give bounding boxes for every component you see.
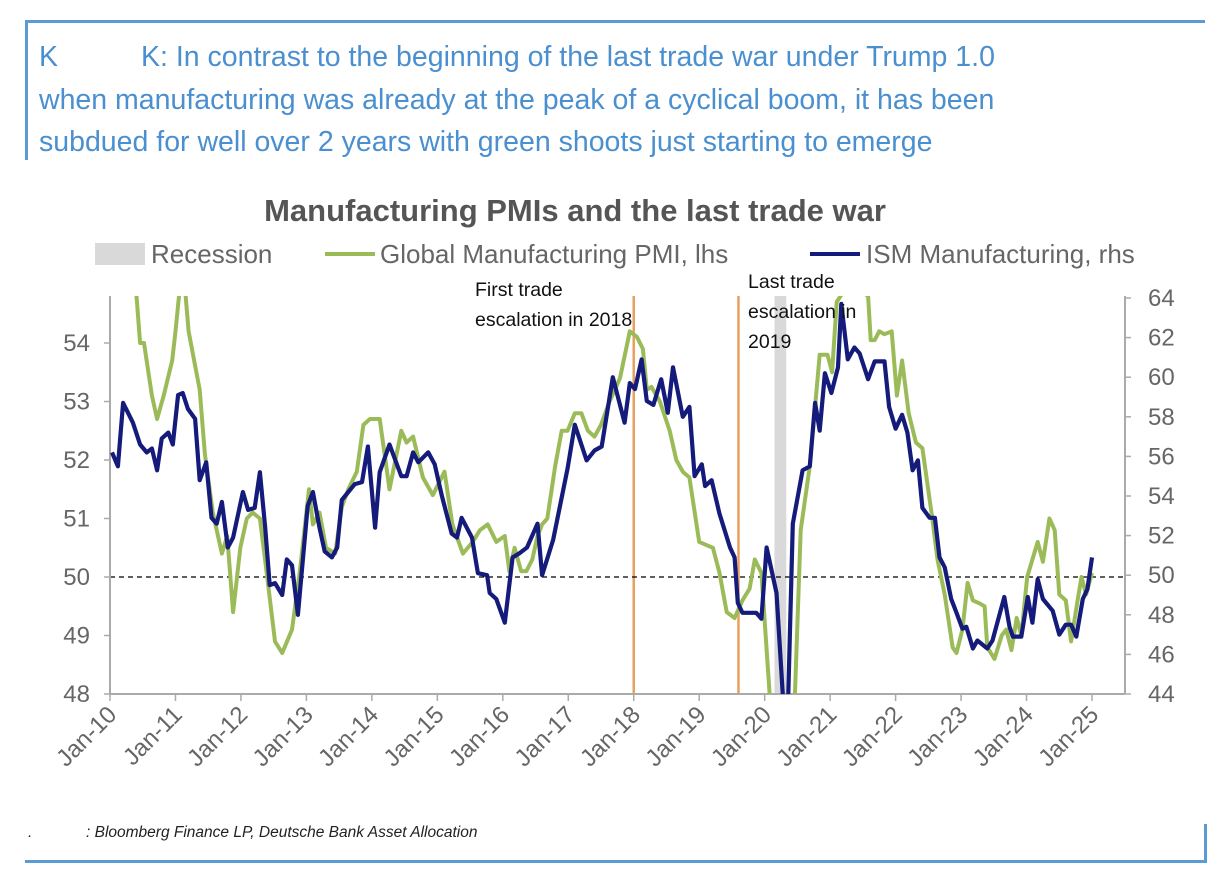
source-text: : Bloomberg Finance LP, Deutsche Bank As…: [86, 824, 478, 841]
right-tick-label: 46: [1148, 641, 1175, 668]
right-tick-label: 50: [1148, 562, 1175, 589]
headline: K K: In contrast to the beginning of the …: [39, 36, 1199, 164]
x-tick-label: Jan-18: [575, 701, 646, 772]
x-tick-label: Jan-16: [444, 701, 515, 772]
left-tick-label: 52: [63, 447, 90, 474]
series-global-pmi-line: [134, 296, 1094, 694]
right-tick-label: 64: [1148, 285, 1175, 312]
legend-recession-swatch: [95, 243, 145, 265]
escalation-annotation-1: escalation in 2018: [475, 309, 632, 331]
x-tick-label: Jan-15: [379, 701, 450, 772]
headline-line-2: when manufacturing was already at the pe…: [39, 83, 995, 116]
headline-line-3: subdued for well over 2 years with green…: [39, 126, 933, 158]
escalation-annotation-2: Last trade: [748, 271, 835, 293]
right-tick-label: 52: [1148, 523, 1175, 550]
series-ism-line: [110, 301, 1095, 694]
headline-line-1: K K: In contrast to the beginning of the …: [39, 36, 1199, 79]
x-tick-label: Jan-23: [902, 701, 973, 772]
escalation-annotation-2: 2019: [748, 331, 791, 353]
left-tick-label: 50: [63, 564, 90, 591]
frame-right-border: [1204, 824, 1207, 863]
x-tick-label: Jan-20: [706, 701, 777, 772]
escalation-annotation-1: First trade: [475, 279, 563, 301]
right-tick-label: 44: [1148, 681, 1175, 708]
left-tick-label: 54: [63, 330, 90, 357]
right-tick-label: 54: [1148, 483, 1175, 510]
x-tick-label: Jan-10: [51, 701, 122, 772]
source-note: . : Bloomberg Finance LP, Deutsche Bank A…: [28, 824, 477, 842]
recession-band: [774, 296, 787, 694]
legend: Recession Global Manufacturing PMI, lhs …: [95, 239, 1135, 269]
left-tick-label: 48: [63, 681, 90, 708]
right-tick-label: 62: [1148, 325, 1175, 352]
x-tick-label: Jan-14: [313, 701, 384, 772]
left-tick-label: 49: [63, 623, 90, 650]
legend-global-pmi-label: Global Manufacturing PMI, lhs: [380, 239, 728, 269]
frame-top-border: [25, 20, 1205, 23]
left-tick-label: 51: [63, 506, 90, 533]
right-tick-label: 60: [1148, 364, 1175, 391]
source-dot: .: [28, 824, 33, 841]
left-tick-label: 53: [63, 389, 90, 416]
x-tick-label: Jan-11: [118, 701, 188, 771]
right-tick-label: 56: [1148, 443, 1175, 470]
x-tick-label: Jan-24: [968, 701, 1039, 772]
headline-prefix: K: [39, 41, 59, 73]
right-tick-label: 58: [1148, 404, 1175, 431]
escalation-annotation-2: escalation in: [748, 301, 856, 323]
legend-ism-label: ISM Manufacturing, rhs: [866, 239, 1135, 269]
x-tick-label: Jan-19: [640, 701, 711, 772]
x-tick-label: Jan-13: [248, 701, 319, 772]
chart-title: Manufacturing PMIs and the last trade wa…: [264, 193, 886, 228]
frame-bottom-border: [25, 860, 1207, 863]
x-tick-label: Jan-25: [1033, 701, 1104, 772]
frame-left-border: [25, 20, 28, 160]
x-tick-label: Jan-17: [510, 701, 581, 772]
legend-recession-label: Recession: [151, 239, 272, 269]
x-tick-label: Jan-22: [837, 701, 908, 772]
x-tick-label: Jan-12: [182, 701, 253, 772]
right-tick-label: 48: [1148, 602, 1175, 629]
x-tick-label: Jan-21: [771, 701, 842, 772]
headline-text-1: K: In contrast to the beginning of the l…: [141, 41, 995, 73]
